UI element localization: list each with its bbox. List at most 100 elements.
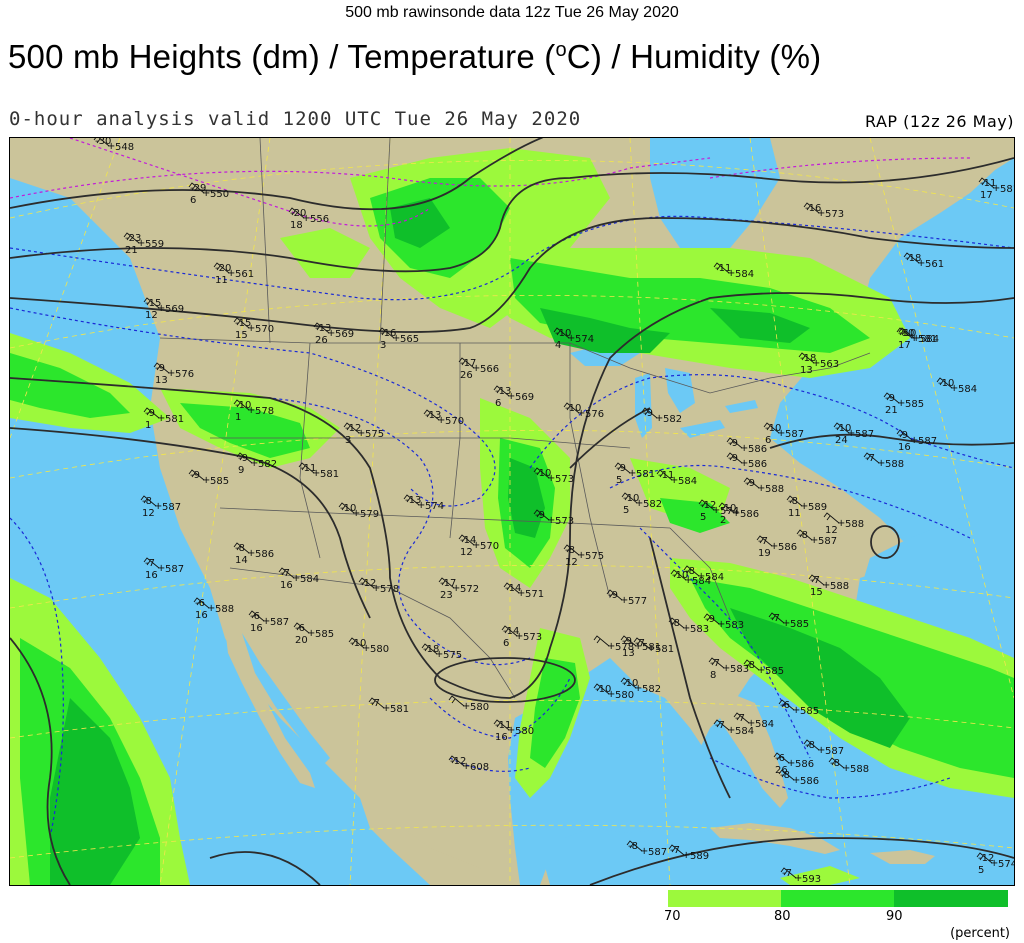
legend-tick-90: 90	[886, 909, 903, 924]
station-dewpoint-depression: 4	[555, 340, 561, 351]
station-temperature: -10	[938, 378, 954, 389]
station-height: 561	[925, 259, 944, 270]
station-dewpoint-depression: 16	[145, 570, 158, 581]
station-height: 582	[663, 414, 682, 425]
station-height: 582	[258, 459, 277, 470]
station-temperature: -17	[440, 578, 456, 589]
station-dewpoint-depression: 15	[810, 587, 823, 598]
station-height: 575	[443, 650, 462, 661]
station-dewpoint-depression: 12	[825, 525, 838, 536]
station-temperature: -12	[345, 423, 361, 434]
station-dewpoint-depression: 17	[898, 340, 911, 351]
station-height: 576	[585, 409, 604, 420]
station-temperature: -7	[710, 658, 720, 669]
station-temperature: -12	[360, 578, 376, 589]
station-height: 587	[648, 847, 667, 858]
station-temperature: -11	[980, 178, 996, 189]
station-dewpoint-depression: 12	[565, 557, 578, 568]
station-temperature: -6	[780, 700, 790, 711]
station-temperature: -12	[450, 756, 466, 767]
model-label: RAP (12z 26 May)	[865, 112, 1014, 131]
station-dewpoint-depression: 14	[235, 555, 248, 566]
map-suptitle: 500 mb rawinsonde data 12z Tue 26 May 20…	[0, 4, 1024, 22]
legend-units: (percent)	[950, 926, 1010, 941]
station-dewpoint-depression: 19	[758, 548, 771, 559]
station-temperature: -11	[715, 263, 731, 274]
station-dewpoint-depression: 21	[125, 245, 138, 256]
station-height: 584	[300, 574, 319, 585]
analysis-valid-time: 0-hour analysis valid 1200 UTC Tue 26 Ma…	[9, 108, 581, 130]
station-height: 588	[885, 459, 904, 470]
station-temperature: -8	[745, 660, 755, 671]
station-temperature: -8	[628, 841, 638, 852]
station-dewpoint-depression: 11	[788, 508, 801, 519]
station-temperature: -7	[758, 536, 768, 547]
station-temperature: -12	[978, 853, 994, 864]
station-temperature: -9	[745, 478, 755, 489]
station-dewpoint-depression: 16	[898, 442, 911, 453]
station-height: 573	[555, 474, 574, 485]
station-temperature: -30	[95, 138, 111, 147]
station-height: 572	[460, 584, 479, 595]
station-temperature: -9	[616, 463, 626, 474]
station-height: 586	[795, 759, 814, 770]
station-height: 587	[818, 536, 837, 547]
map-title: 500 mb Heights (dm) / Temperature (oC) /…	[8, 38, 821, 76]
station-height: 580	[370, 644, 389, 655]
station-temperature: -10	[555, 328, 571, 339]
station-temperature: -12	[700, 500, 716, 511]
station-height: 585	[210, 476, 229, 487]
station-height: 586	[748, 444, 767, 455]
station-height: 585	[790, 619, 809, 630]
station-temperature: -9	[728, 438, 738, 449]
station-height: 581	[390, 704, 409, 715]
station-height: 586	[255, 549, 274, 560]
station-dewpoint-depression: 13	[800, 365, 813, 376]
station-temperature: -14	[505, 583, 521, 594]
station-height: 588	[845, 519, 864, 530]
station-temperature: -9	[885, 393, 895, 404]
station-height: 593	[802, 874, 821, 885]
station-temperature: -8	[670, 618, 680, 629]
station-height: 608	[470, 762, 489, 773]
station-height: 584	[735, 269, 754, 280]
station-dewpoint-depression: 8	[710, 670, 716, 681]
station-temperature: -13	[315, 323, 331, 334]
station-height: 581	[1000, 184, 1014, 195]
station-height: 561	[235, 269, 254, 280]
station-height: 584	[735, 726, 754, 737]
station-temperature: -9	[238, 453, 248, 464]
station-dewpoint-depression: 12	[460, 547, 473, 558]
station-dewpoint-depression: 5	[616, 475, 622, 486]
station-height: 573	[555, 516, 574, 527]
station-height: 587	[165, 564, 184, 575]
station-temperature: -7	[670, 845, 680, 856]
station-height: 588	[765, 484, 784, 495]
station-height: 566	[480, 364, 499, 375]
station-height: 584	[958, 384, 977, 395]
station-height: 583	[690, 624, 709, 635]
station-temperature: -7	[770, 613, 780, 624]
station-height: 580	[515, 726, 534, 737]
station-temperature: -9	[728, 453, 738, 464]
station-temperature: -7	[782, 868, 792, 879]
legend-swatch-90	[894, 890, 1008, 907]
station-temperature: -9	[622, 636, 632, 647]
station-temperature: -6	[775, 753, 785, 764]
station-height: 585	[905, 399, 924, 410]
station-temperature: -13	[425, 410, 441, 421]
legend-swatch-80	[781, 890, 894, 907]
station-temperature: -10	[235, 400, 251, 411]
station-temperature: -16	[380, 328, 396, 339]
station-height: 581	[320, 469, 339, 480]
station-temperature: -6	[250, 611, 260, 622]
station-height: 585	[800, 706, 819, 717]
station-height: 580	[470, 702, 489, 713]
station-temperature: -8	[565, 545, 575, 556]
station-dewpoint-depression: 1	[145, 420, 151, 431]
station-height: 550	[210, 189, 229, 200]
station-height: 586	[778, 542, 797, 553]
station-dewpoint-depression: 18	[290, 220, 303, 231]
humidity-legend: 70 80 90	[668, 890, 1008, 910]
station-temperature: -9	[643, 408, 653, 419]
